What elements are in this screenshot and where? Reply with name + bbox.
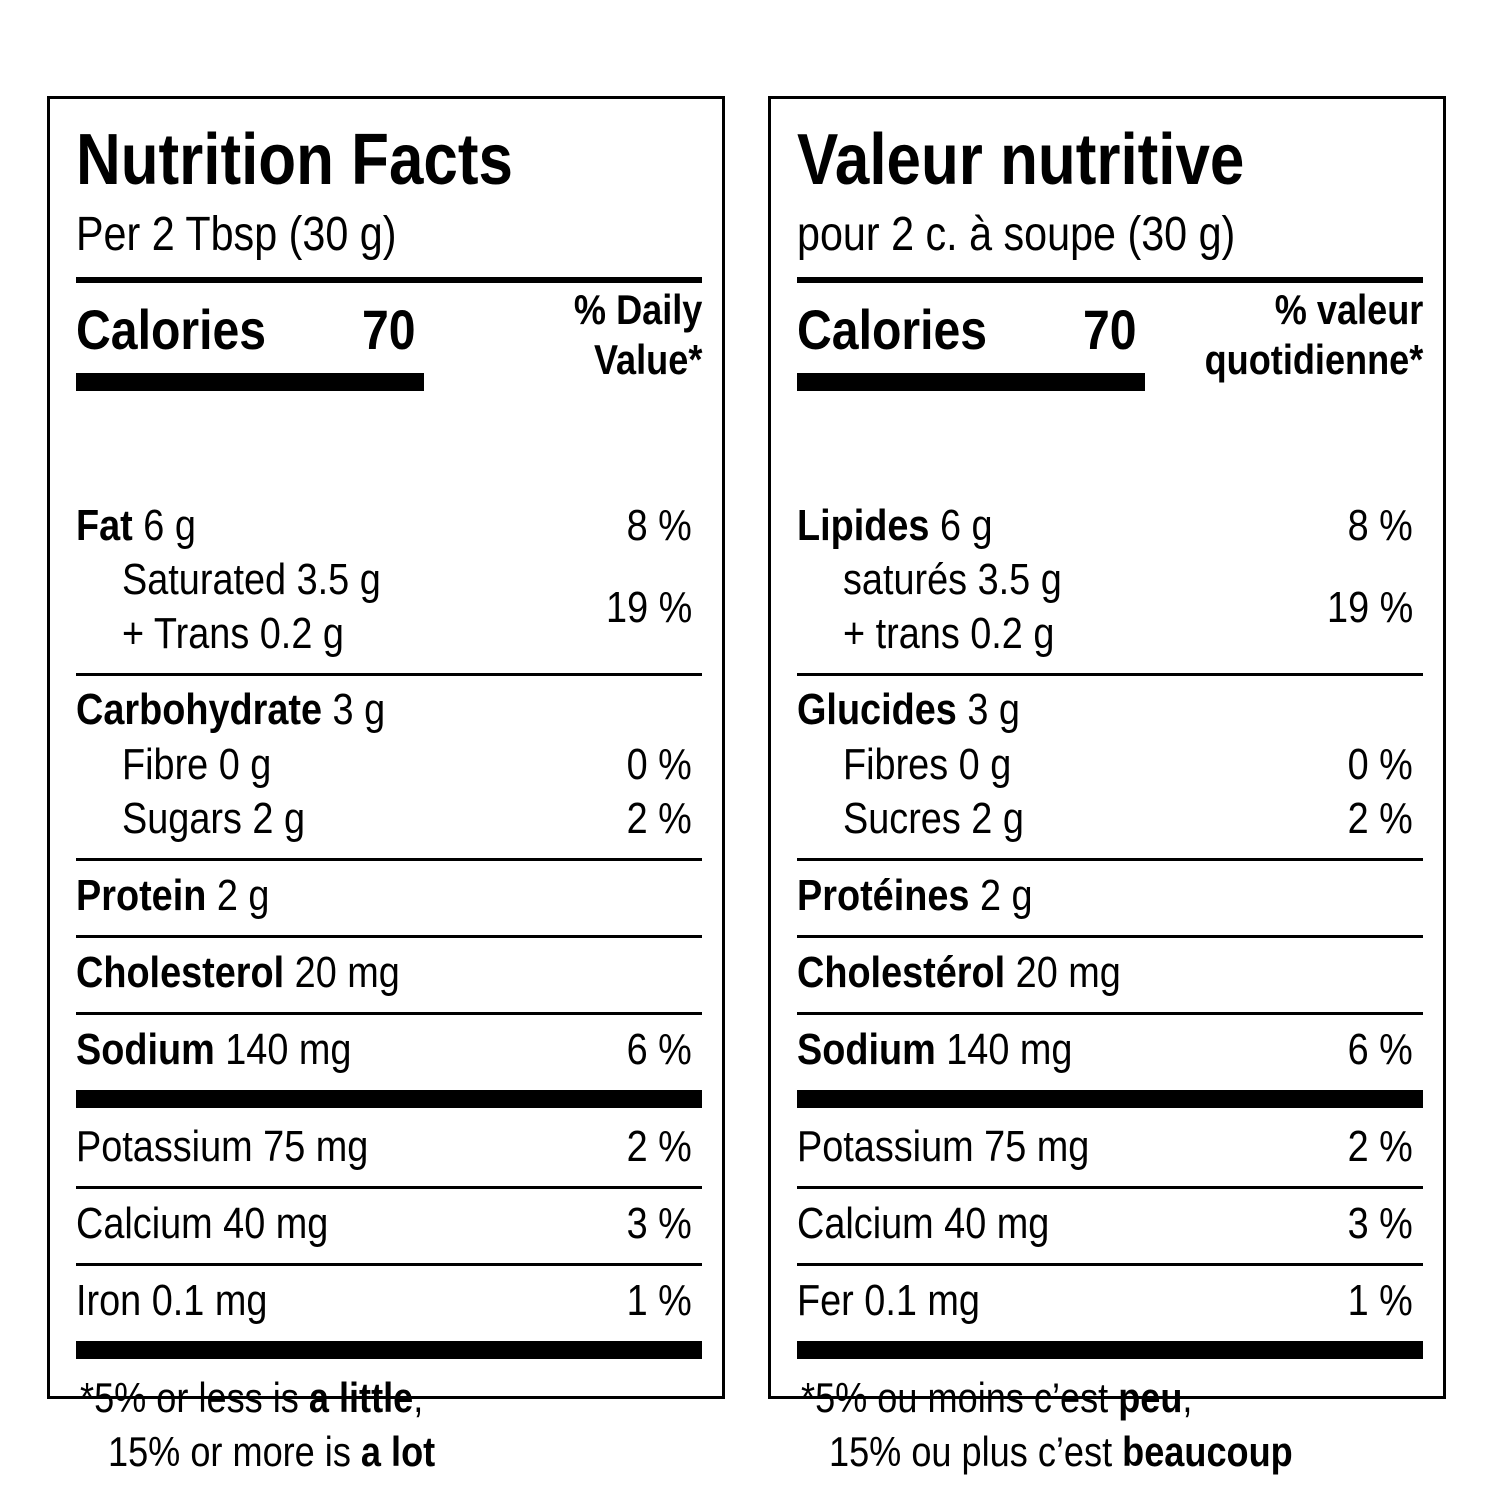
calories-bar	[797, 373, 1145, 391]
trans-row: + Trans 0.2 g	[122, 609, 344, 658]
calories-bar	[76, 373, 424, 391]
divider	[76, 277, 702, 283]
fibre-row: Fibre 0 g	[122, 740, 272, 789]
sugars-row: Sugars 2 g	[122, 794, 306, 843]
divider	[797, 1186, 1423, 1189]
potassium-pct: 2 %	[1347, 1122, 1413, 1171]
calcium-row: Calcium 40 mg	[797, 1199, 1050, 1248]
calories-value: 70	[1083, 298, 1137, 361]
iron-row: Fer 0.1 mg	[797, 1276, 980, 1325]
trans-row: + trans 0.2 g	[843, 609, 1055, 658]
sat-trans-pct: 19 %	[605, 583, 692, 632]
panel-title: Nutrition Facts	[76, 120, 513, 200]
divider	[797, 277, 1423, 283]
divider	[76, 673, 702, 676]
iron-row: Iron 0.1 mg	[76, 1276, 268, 1325]
panel-title: Valeur nutritive	[797, 120, 1245, 200]
serving-size: Per 2 Tbsp (30 g)	[76, 208, 397, 261]
sodium-pct: 6 %	[1347, 1025, 1413, 1074]
sat-trans-pct: 19 %	[1326, 583, 1413, 632]
sugars-pct: 2 %	[626, 794, 692, 843]
iron-pct: 1 %	[626, 1276, 692, 1325]
carbohydrate-row: Glucides 3 g	[797, 685, 1020, 734]
thick-divider	[76, 1341, 702, 1359]
calories-label: Calories	[797, 298, 988, 361]
sugars-pct: 2 %	[1347, 794, 1413, 843]
protein-row: Protéines 2 g	[797, 871, 1033, 920]
fat-row: Lipides 6 g	[797, 501, 993, 550]
saturated-row: Saturated 3.5 g	[122, 555, 381, 604]
calories-label: Calories	[76, 298, 267, 361]
fat-pct: 8 %	[626, 501, 692, 550]
iron-pct: 1 %	[1347, 1276, 1413, 1325]
daily-value-heading: % valeur quotidienne*	[1204, 286, 1423, 383]
nutrition-facts-panel-fr: Valeur nutritive pour 2 c. à soupe (30 g…	[768, 96, 1446, 1475]
fat-pct: 8 %	[1347, 501, 1413, 550]
thick-divider	[76, 1090, 702, 1108]
cholesterol-row: Cholestérol 20 mg	[797, 948, 1121, 997]
serving-size: pour 2 c. à soupe (30 g)	[797, 208, 1236, 261]
carbohydrate-row: Carbohydrate 3 g	[76, 685, 386, 734]
divider	[797, 935, 1423, 938]
daily-value-heading: % Daily Value*	[573, 286, 702, 383]
sugars-row: Sucres 2 g	[843, 794, 1024, 843]
divider	[797, 858, 1423, 861]
divider	[76, 1012, 702, 1015]
divider	[797, 1012, 1423, 1015]
protein-row: Protein 2 g	[76, 871, 270, 920]
fibre-pct: 0 %	[626, 740, 692, 789]
divider	[76, 1186, 702, 1189]
divider	[76, 1263, 702, 1266]
calcium-pct: 3 %	[1347, 1199, 1413, 1248]
thick-divider	[797, 1090, 1423, 1108]
calories-value: 70	[362, 298, 416, 361]
calcium-pct: 3 %	[626, 1199, 692, 1248]
footnote: *5% or less is a little,	[80, 1374, 424, 1421]
thick-divider	[797, 1341, 1423, 1359]
footnote-line-2: 15% ou plus c’est beaucoup	[829, 1428, 1293, 1475]
sodium-pct: 6 %	[626, 1025, 692, 1074]
footnote: *5% ou moins c’est peu,	[801, 1374, 1193, 1421]
sodium-row: Sodium 140 mg	[797, 1025, 1073, 1074]
saturated-row: saturés 3.5 g	[843, 555, 1062, 604]
fibre-row: Fibres 0 g	[843, 740, 1012, 789]
fibre-pct: 0 %	[1347, 740, 1413, 789]
divider	[797, 673, 1423, 676]
potassium-row: Potassium 75 mg	[797, 1122, 1090, 1171]
sodium-row: Sodium 140 mg	[76, 1025, 352, 1074]
fat-row: Fat 6 g	[76, 501, 196, 550]
divider	[797, 1263, 1423, 1266]
footnote-line-2: 15% or more is a lot	[108, 1428, 436, 1475]
cholesterol-row: Cholesterol 20 mg	[76, 948, 400, 997]
potassium-row: Potassium 75 mg	[76, 1122, 369, 1171]
potassium-pct: 2 %	[626, 1122, 692, 1171]
divider	[76, 935, 702, 938]
nutrition-facts-panel-en: Nutrition Facts Per 2 Tbsp (30 g) Calori…	[47, 96, 725, 1475]
divider	[76, 858, 702, 861]
calcium-row: Calcium 40 mg	[76, 1199, 329, 1248]
